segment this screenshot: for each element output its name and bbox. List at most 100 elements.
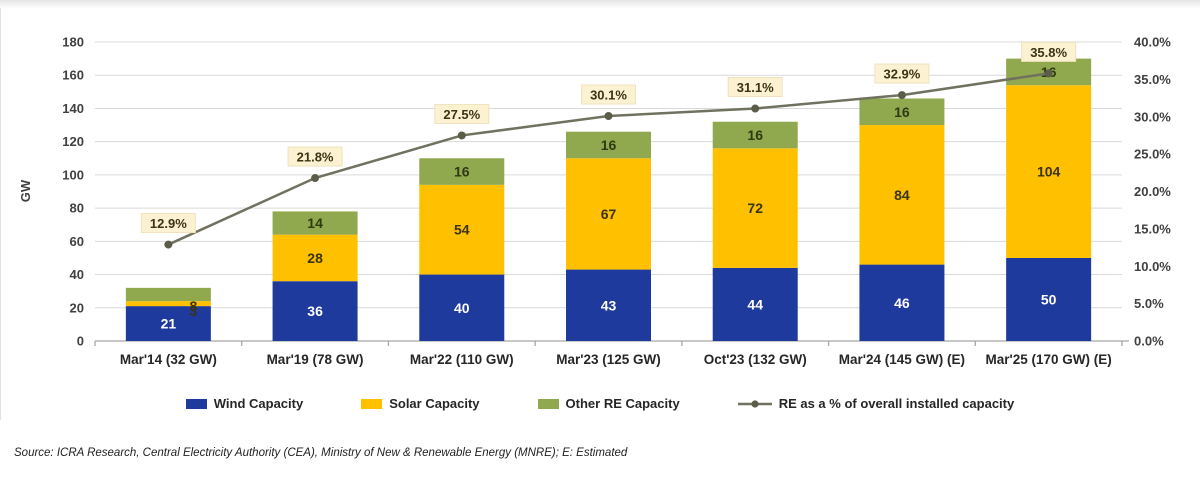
bar-value-label: 16 [454,164,470,180]
chart-canvas: 0 20 40 60 80 100 120 140 160 180 0.0% 5.0% 10.0% 15.… [18,35,1171,368]
bar-value-label: 14 [307,215,323,231]
trend-label: 21.8% [297,150,334,165]
bar-segment [1006,257,1092,341]
bar-value-label: 104 [1037,164,1061,180]
bar-segment [272,281,358,341]
left-axis-tick-label: 80 [70,201,84,216]
trend-label-box [287,146,343,167]
legend-line-icon [737,399,772,408]
trend-label: 27.5% [443,107,480,122]
chart-legend: Wind Capacity Solar Capacity Other RE Capa… [0,396,1200,411]
bar-segment [125,301,211,307]
bar-segment [859,125,945,265]
bar-segment [859,264,945,341]
bar-value-label: 8 [189,298,197,314]
right-axis-tick-label: 15.0% [1134,221,1171,236]
legend-item: Wind Capacity [185,396,303,411]
trend-label: 12.9% [150,216,187,231]
trend-label-box [1021,41,1077,62]
legend-swatch [361,398,383,409]
bar-value-label: 46 [894,295,910,311]
bar-segment [859,98,945,126]
source-note: Source: ICRA Research, Central Electrici… [14,447,628,459]
legend-label: Solar Capacity [389,396,480,411]
trend-label-box [434,103,490,124]
bar-value-label: 54 [454,222,470,238]
bar-segment [272,234,358,282]
right-axis-tick-label: 10.0% [1134,259,1171,274]
trend-label: 35.8% [1030,45,1067,60]
right-axis-tick-label: 35.0% [1134,72,1171,87]
left-edge-border [0,8,1,420]
left-axis-tick-label: 120 [62,134,84,149]
legend-swatch [537,398,559,409]
trend-label-box [140,213,196,234]
trend-marker [897,91,906,100]
x-axis-label: Mar'22 (110 GW) [410,352,514,367]
trend-marker [1044,69,1053,78]
right-axis-tick-label: 40.0% [1134,35,1171,50]
x-axis-label: Oct'23 (132 GW) [704,352,807,367]
x-axis-label: Mar'25 (170 GW) (E) [986,352,1112,367]
bar-segment [125,287,211,302]
bar-segment [712,121,798,149]
trend-marker [311,174,320,183]
bar-value-label: 72 [747,200,763,216]
bar-value-label: 40 [454,300,470,316]
left-axis-tick-label: 180 [62,35,84,50]
trend-marker [164,240,173,249]
left-axis-tick-label: 0 [77,334,84,349]
trend-label: 31.1% [737,80,774,95]
right-axis-tick-label: 30.0% [1134,109,1171,124]
left-axis-tick-label: 20 [70,300,84,315]
trend-marker [751,104,760,113]
bar-segment [419,184,505,275]
x-axis-label: Mar'23 (125 GW) [556,352,661,367]
legend-label: RE as a % of overall installed capacity [778,396,1015,411]
bar-value-label: 28 [307,250,323,266]
trend-label-box [727,77,783,98]
bar-segment [712,148,798,268]
legend-item: Other RE Capacity [537,396,680,411]
bar-segment [419,158,505,185]
bar-value-label: 50 [1041,291,1057,307]
trend-label-box [581,84,636,105]
legend-label: Other RE Capacity [565,396,680,411]
bar-segment [272,211,358,235]
trend-marker [604,112,613,121]
x-axis-label: Mar'14 (32 GW) [120,352,217,367]
right-axis-tick-label: 0.0% [1134,334,1164,349]
x-axis-label: Mar'19 (78 GW) [267,352,364,367]
legend-swatch [185,398,207,409]
right-axis-tick-label: 20.0% [1134,184,1171,199]
bar-value-label: 21 [161,316,177,332]
bar-value-label: 16 [747,127,763,143]
left-axis-tick-label: 60 [70,234,84,249]
trend-marker [457,131,466,140]
left-axis-tick-label: 100 [62,167,84,182]
right-axis-tick-label: 5.0% [1134,296,1164,311]
bar-value-label: 44 [747,296,763,312]
bar-segment [712,267,798,341]
bar-value-label: 43 [601,297,617,313]
left-axis-title: GW [18,179,33,202]
left-axis-tick-label: 160 [62,68,84,83]
legend-item: RE as a % of overall installed capacity [737,396,1015,411]
bar-value-label: 3 [189,303,197,319]
bar-segment [1006,85,1092,258]
bar-segment [419,274,505,341]
left-axis-tick-label: 40 [70,267,84,282]
x-axis-label: Mar'24 (145 GW) (E) [839,352,965,367]
bar-value-label: 84 [894,187,910,203]
right-axis-tick-label: 25.0% [1134,147,1171,162]
bar-segment [566,269,651,341]
bar-segment [566,158,651,270]
bar-value-label: 67 [601,206,617,222]
bar-segment [125,306,211,341]
trend-label: 30.1% [590,88,627,103]
legend-item: Solar Capacity [361,396,480,411]
bar-value-label: 16 [601,137,617,153]
re-capacity-chart: 0 20 40 60 80 100 120 140 160 180 0.0% 5.0% 10.0% 15.… [0,35,1200,412]
trend-label: 32.9% [883,67,920,82]
